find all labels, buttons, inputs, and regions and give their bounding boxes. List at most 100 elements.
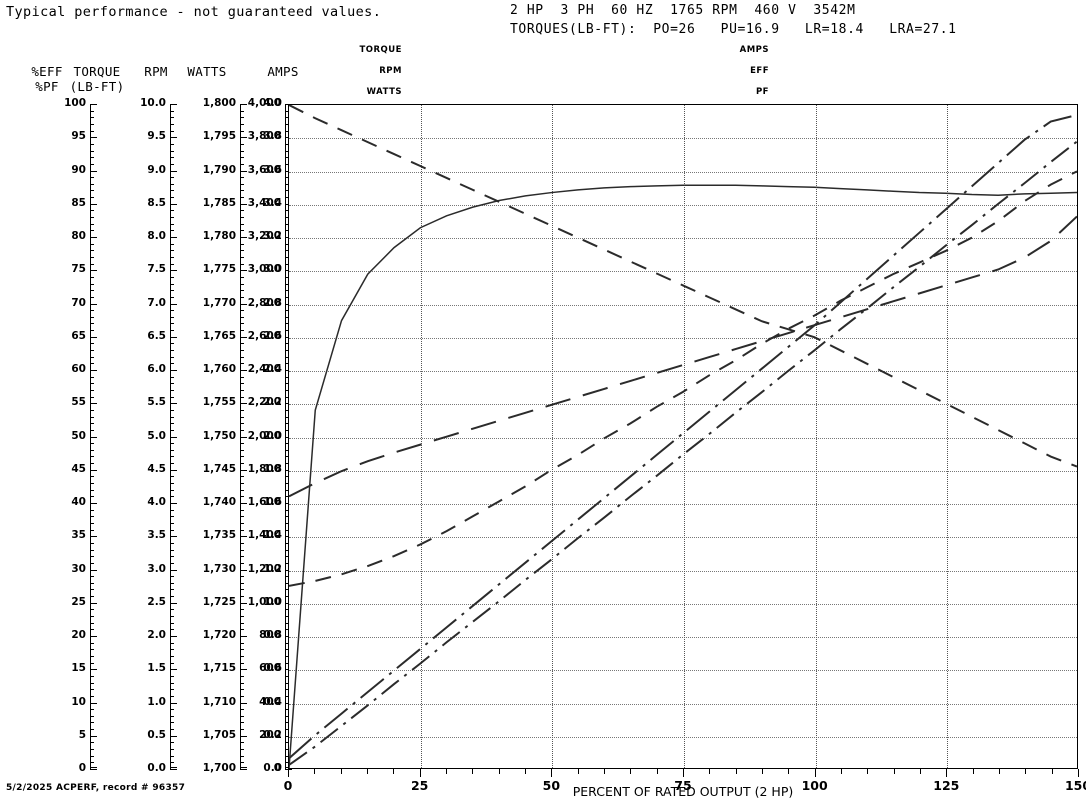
y-tick-minor: [90, 310, 94, 312]
y-tick-minor: [285, 655, 289, 657]
y-tick-label-amps: 2.4: [263, 363, 282, 375]
legend-item-amps: AMPS: [740, 45, 1078, 60]
y-tick-minor: [90, 356, 94, 358]
y-tick-minor: [240, 423, 244, 425]
vertical-gridline: [552, 105, 554, 768]
y-axis-title-watts: WATTS: [187, 64, 227, 79]
y-tick-minor: [285, 489, 289, 491]
y-tick-minor: [285, 616, 289, 618]
y-tick-minor: [90, 217, 94, 219]
y-tick-minor: [90, 516, 94, 518]
y-tick-label-rpm: 1,765: [202, 329, 236, 342]
y-tick-minor: [285, 190, 289, 192]
y-tick-minor: [170, 283, 174, 285]
y-tick-minor: [90, 596, 94, 598]
y-tick-minor: [170, 197, 174, 199]
y-tick: [170, 702, 177, 704]
y-tick-minor: [170, 695, 174, 697]
y-tick-minor: [170, 542, 174, 544]
y-tick-minor: [170, 596, 174, 598]
horizontal-gridline: [289, 670, 1077, 672]
y-tick-label-watts: 400: [259, 695, 281, 708]
x-tick-label: 150: [1064, 778, 1086, 793]
y-tick-minor: [170, 256, 174, 258]
y-tick-minor: [90, 749, 94, 751]
y-tick-label-rpm: 1,760: [202, 363, 236, 375]
y-tick-minor: [240, 143, 244, 145]
horizontal-gridline: [289, 437, 1077, 439]
y-tick-minor: [240, 655, 244, 657]
y-tick-minor: [170, 150, 174, 152]
y-tick-minor: [90, 283, 94, 285]
y-tick-minor: [285, 675, 289, 677]
y-tick-minor: [90, 542, 94, 544]
y-tick-minor: [285, 310, 289, 312]
y-tick-minor: [90, 649, 94, 651]
y-tick: [240, 702, 247, 704]
y-tick-label-watts: 1,600: [247, 496, 281, 508]
y-tick-minor: [90, 556, 94, 558]
y-tick-minor: [170, 350, 174, 352]
chart-legend: TORQUE RPM WATTS AMPS EFF PF: [0, 45, 1086, 102]
y-tick: [240, 669, 247, 671]
y-tick-minor: [240, 310, 244, 312]
y-tick-minor: [240, 516, 244, 518]
y-tick-minor: [170, 356, 174, 358]
y-tick-minor: [170, 576, 174, 578]
y-tick-label-rpm: 1,780: [202, 230, 236, 242]
y-tick-minor: [240, 483, 244, 485]
y-tick-minor: [90, 629, 94, 631]
y-tick-minor: [285, 549, 289, 551]
x-tick: [419, 769, 421, 777]
y-tick-minor: [170, 230, 174, 232]
x-tick-minor: [893, 769, 895, 774]
y-tick-label-eff-pf: 45: [71, 462, 86, 475]
y-tick-label-watts: 3,800: [247, 130, 281, 143]
y-tick-minor: [240, 296, 244, 298]
y-tick-minor: [170, 110, 174, 112]
y-tick-minor: [285, 363, 289, 365]
y-tick-label-torque: 1.5: [147, 662, 166, 675]
y-tick-minor: [240, 117, 244, 119]
y-tick-label-rpm: 1,795: [202, 130, 236, 143]
y-tick-label-amps: 2.0: [263, 429, 282, 442]
y-tick-minor: [170, 682, 174, 684]
curve-watts: [289, 113, 1077, 760]
y-axis-cap: [90, 767, 97, 769]
y-tick-minor: [170, 310, 174, 312]
y-tick-label-torque: 6.5: [147, 329, 166, 342]
y-tick-minor: [90, 742, 94, 744]
y-tick-label-watts: 0: [273, 762, 281, 774]
y-tick-minor: [285, 762, 289, 764]
y-tick-minor: [285, 117, 289, 119]
x-tick-minor: [314, 769, 316, 774]
y-tick: [90, 170, 97, 172]
y-tick-minor: [90, 489, 94, 491]
vertical-gridline: [420, 105, 422, 768]
x-tick-minor: [577, 769, 579, 774]
y-tick-label-amps: 3.0: [263, 263, 282, 276]
y-tick-minor: [240, 256, 244, 258]
y-tick-minor: [285, 715, 289, 717]
y-tick-minor: [285, 649, 289, 651]
y-tick-label-eff-pf: 70: [71, 296, 86, 309]
y-tick-label-watts: 4,000: [247, 97, 281, 109]
y-tick-minor: [240, 363, 244, 365]
y-tick: [90, 469, 97, 471]
y-tick-minor: [285, 456, 289, 458]
y-axis-title-amps: AMPS: [267, 64, 299, 79]
y-tick-minor: [240, 596, 244, 598]
x-tick-minor: [630, 769, 632, 774]
y-tick: [240, 503, 247, 504]
y-tick: [170, 104, 177, 105]
x-tick-minor: [788, 769, 790, 774]
y-axis-cap: [170, 767, 177, 769]
y-tick-minor: [240, 323, 244, 325]
y-tick: [90, 636, 97, 637]
y-tick-minor: [90, 755, 94, 757]
y-tick-label-eff-pf: 100: [64, 97, 86, 109]
y-tick-minor: [240, 576, 244, 578]
y-tick-label-watts: 1,800: [247, 462, 281, 475]
y-tick-minor: [90, 529, 94, 531]
page-title: Typical performance - not guaranteed val…: [6, 4, 382, 20]
